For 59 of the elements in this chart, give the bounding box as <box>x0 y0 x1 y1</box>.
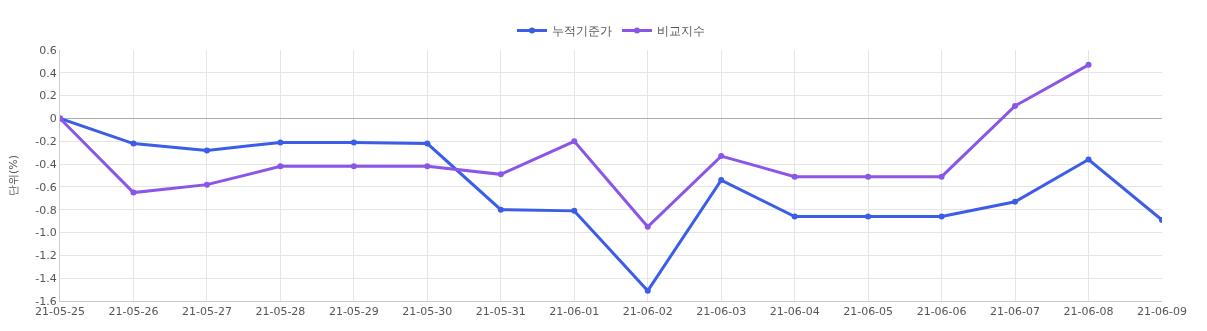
y-tick-label: -1.4 <box>35 272 57 286</box>
legend-label: 누적기준가 <box>552 24 612 39</box>
point <box>644 287 651 294</box>
x-tick-label: 21-05-29 <box>328 305 379 319</box>
x-tick-label: 21-06-08 <box>1063 305 1114 319</box>
y-tick-label: 0.6 <box>39 43 57 57</box>
point <box>865 173 872 180</box>
x-tick-label: 21-06-06 <box>916 305 967 319</box>
point <box>571 138 578 145</box>
x-tick-label: 21-06-01 <box>549 305 600 319</box>
legend-label: 비교지수 <box>657 24 705 39</box>
y-tick-label: -1.6 <box>35 294 57 308</box>
point <box>497 206 504 213</box>
y-tick-label: 0 <box>49 112 57 126</box>
x-tick-label: 21-05-27 <box>181 305 232 319</box>
y-tick-label: 0.2 <box>39 89 57 103</box>
x-tick-label: 21-06-09 <box>1137 305 1187 319</box>
point <box>497 171 504 178</box>
point <box>203 147 210 154</box>
y-tick-label: -1.2 <box>35 249 57 263</box>
point <box>203 181 210 188</box>
point <box>130 140 137 147</box>
point <box>1085 61 1092 68</box>
point <box>130 189 137 196</box>
point <box>424 140 431 147</box>
point <box>571 207 578 214</box>
x-tick-label: 21-05-30 <box>402 305 453 319</box>
x-tick-label: 21-06-07 <box>990 305 1041 319</box>
point <box>277 139 284 146</box>
point <box>718 177 725 184</box>
point <box>1012 198 1019 205</box>
point <box>791 173 798 180</box>
y-tick-label: -1.0 <box>35 226 57 240</box>
point <box>791 213 798 220</box>
x-tick-label: 21-06-04 <box>769 305 820 319</box>
point <box>1085 156 1092 163</box>
y-tick-label: -0.4 <box>35 157 57 171</box>
x-tick-label: 21-05-25 <box>35 305 85 319</box>
x-tick-label: 21-06-03 <box>696 305 747 319</box>
point <box>1012 102 1019 109</box>
y-tick-label: -0.2 <box>35 135 57 149</box>
point <box>277 163 284 170</box>
point <box>424 163 431 170</box>
x-tick-label: 21-06-05 <box>843 305 894 319</box>
point <box>938 173 945 180</box>
point <box>718 153 725 160</box>
point <box>644 223 651 230</box>
x-tick-label: 21-06-02 <box>622 305 673 319</box>
point <box>350 139 357 146</box>
x-tick-label: 21-05-28 <box>255 305 306 319</box>
point <box>938 213 945 220</box>
y-tick-label: -0.6 <box>35 180 57 194</box>
point <box>350 163 357 170</box>
y-tick-label: -0.8 <box>35 203 57 217</box>
x-tick-label: 21-05-26 <box>108 305 159 319</box>
y-axis-title: 단위(%) <box>6 154 20 197</box>
point <box>865 213 872 220</box>
x-tick-label: 21-05-31 <box>475 305 526 319</box>
y-tick-label: 0.4 <box>39 66 57 80</box>
